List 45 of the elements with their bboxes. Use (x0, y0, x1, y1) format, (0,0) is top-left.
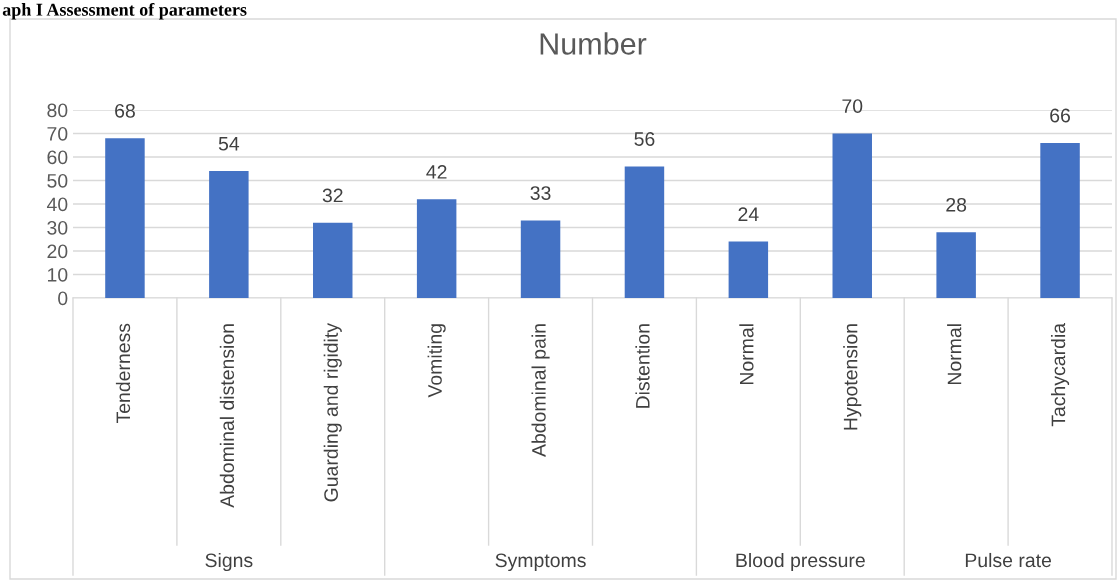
x-tick-label: Tachycardia (1050, 322, 1070, 427)
bar (105, 138, 145, 298)
text: Blood pressure (736, 552, 865, 572)
x-tick-label: Guarding and rigidity (323, 323, 342, 502)
bar (624, 166, 665, 298)
bar (936, 232, 976, 298)
y-tick-label: 40 (46, 197, 68, 212)
data-label: 33 (530, 186, 551, 200)
x-tick-label: Vomiting (427, 324, 446, 398)
x-tick-label: Distention (635, 324, 650, 408)
data-label: 70 (842, 99, 863, 113)
x-tick-label: Abdominal distension (219, 324, 235, 508)
data-label: 54 (218, 137, 240, 151)
y-tick-label: 30 (47, 220, 68, 235)
x-tick-label: Abdominal pain (531, 324, 550, 457)
y-tick-label: 80 (47, 103, 68, 118)
y-tick-label: 20 (47, 244, 68, 259)
data-label: 24 (738, 207, 759, 221)
chart-title: Number (540, 32, 647, 55)
y-tick-label: 50 (47, 173, 68, 188)
data-label: 28 (946, 197, 967, 212)
bar (728, 241, 769, 298)
y-tick-label: 60 (47, 150, 68, 165)
bar (313, 222, 353, 298)
data-label: 68 (115, 103, 135, 118)
text: aph I Assessment of parameters (2, 2, 247, 20)
x-tick-label: Normal (947, 324, 962, 385)
y-tick-label: 10 (48, 267, 68, 282)
bar (832, 133, 872, 298)
bar (1040, 142, 1080, 298)
bar (416, 199, 457, 298)
data-label: 32 (322, 188, 343, 203)
bar (209, 171, 249, 298)
x-tick-label: Tenderness (115, 323, 131, 424)
bar (520, 220, 561, 298)
y-tick-label: 0 (58, 291, 68, 306)
text: Symptoms (495, 553, 586, 572)
y-tick-label: 70 (47, 126, 68, 141)
x-tick-label: Hypotension (843, 324, 862, 430)
data-label: 56 (634, 132, 655, 146)
x-tick-label: Normal (739, 324, 754, 385)
text: Pulse rate (965, 552, 1052, 568)
data-label: 66 (1050, 108, 1071, 123)
text: Signs (205, 552, 253, 572)
data-label: 42 (426, 165, 447, 179)
